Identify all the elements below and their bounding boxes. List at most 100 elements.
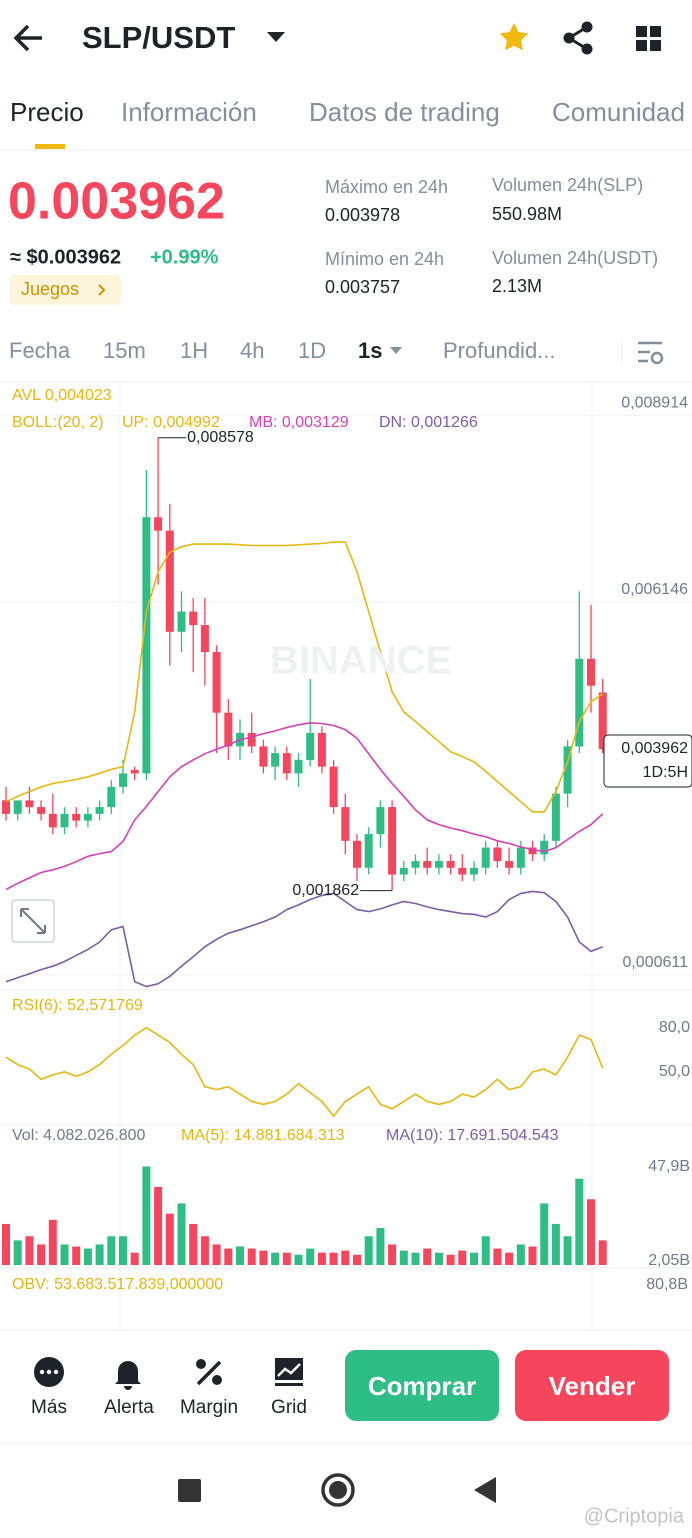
tag-arrow [98, 284, 106, 296]
volume-bar [411, 1252, 420, 1265]
volume-bar [446, 1254, 455, 1265]
candle-body [329, 766, 338, 808]
favorite[interactable] [499, 23, 529, 51]
chart-settings[interactable] [638, 341, 664, 365]
expand-icon [20, 908, 46, 934]
stat-label: Volumen 24h(USDT) [492, 248, 658, 268]
candle-body [177, 611, 186, 632]
nav-back[interactable] [474, 1477, 496, 1503]
candle-body [107, 786, 116, 808]
rsi-label: RSI(6): 52,571769 [12, 997, 143, 1014]
grid-icon[interactable] [275, 1358, 303, 1386]
volume-bar [551, 1223, 560, 1265]
tag-bg[interactable] [9, 275, 121, 305]
buy-label[interactable]: Comprar [368, 1371, 476, 1401]
tag[interactable]: Juegos [21, 279, 79, 299]
tab[interactable]: Comunidad [552, 97, 685, 127]
high-label: 0,008578 [187, 429, 254, 446]
volume-bar [48, 1219, 57, 1265]
candle-body [551, 793, 560, 841]
candle-body [306, 732, 315, 760]
tab[interactable]: Datos de trading [309, 97, 500, 127]
volume-bar [481, 1236, 490, 1265]
candle-body [458, 867, 467, 875]
volume-bar [423, 1248, 432, 1265]
volume-bar [505, 1252, 514, 1265]
toolbar-label[interactable]: Grid [271, 1397, 307, 1418]
pair-caret[interactable] [267, 32, 285, 42]
candle-body [341, 807, 350, 841]
margin-icon[interactable] [196, 1359, 222, 1386]
stat-label: Volumen 24h(SLP) [492, 175, 643, 195]
countdown: 1D:5H [643, 764, 688, 781]
toolbar-label[interactable]: Margin [180, 1397, 238, 1418]
volume-bar [493, 1248, 502, 1265]
volume-bar [540, 1203, 549, 1265]
volume-bar [598, 1240, 607, 1265]
nav-home[interactable] [321, 1473, 355, 1507]
volume-bar [60, 1244, 69, 1265]
volume-bar [470, 1252, 478, 1265]
volume-bar [458, 1250, 467, 1265]
sell-label[interactable]: Vender [549, 1371, 636, 1401]
candle-body [399, 867, 408, 875]
share[interactable] [563, 21, 593, 55]
candle-body [317, 732, 326, 767]
interval[interactable]: 15m [103, 338, 146, 363]
candle-body [528, 847, 537, 855]
watermark: @Criptopia [584, 1505, 685, 1527]
layout-menu[interactable] [636, 26, 661, 51]
stat-value: 550.98M [492, 204, 562, 224]
interval[interactable]: 1D [298, 338, 326, 363]
back-button[interactable] [13, 24, 42, 52]
toolbar-label[interactable]: Alerta [104, 1397, 154, 1418]
volume-bar [341, 1250, 350, 1265]
toolbar-label[interactable]: Más [31, 1397, 67, 1418]
candle-body [259, 746, 268, 767]
candle-body [434, 861, 443, 868]
interval[interactable]: 4h [240, 338, 264, 363]
avl-label: AVL 0,004023 [12, 387, 112, 404]
interval[interactable]: Fecha [9, 338, 71, 363]
volume-bar [364, 1236, 373, 1265]
interval[interactable]: Profundid... [443, 338, 556, 363]
tab[interactable]: Precio [10, 97, 84, 127]
interval[interactable]: 1s [358, 338, 382, 363]
watermark-logo: BINANCE [270, 639, 452, 683]
nav-recent[interactable] [178, 1479, 201, 1502]
candle-body [154, 517, 163, 531]
stat-value: 2.13M [492, 276, 542, 296]
candle-body [48, 813, 57, 828]
candle-body [60, 813, 69, 828]
volume-tick-label: 2,05B [648, 1252, 690, 1269]
volume-bar [224, 1248, 233, 1265]
candle-body [563, 746, 572, 794]
candle-body [505, 861, 514, 868]
candle-body [493, 847, 502, 862]
obv-label: OBV: 53.683.517.839,000000 [12, 1276, 223, 1293]
sell-button[interactable] [515, 1350, 669, 1421]
y-tick-label: 0,008914 [621, 394, 688, 411]
volume-bar [317, 1252, 326, 1265]
more-icon[interactable] [34, 1357, 64, 1387]
tab[interactable]: Información [121, 97, 257, 127]
candle-body [83, 813, 92, 821]
volume-bar [177, 1203, 186, 1265]
volume-bar [306, 1248, 315, 1265]
pair[interactable]: SLP/USDT [82, 20, 235, 55]
volume-bar [516, 1244, 525, 1265]
alert-icon[interactable] [115, 1361, 141, 1390]
stat-label: Mínimo en 24h [325, 249, 444, 269]
volume-bar [294, 1254, 303, 1265]
volume-bar [353, 1254, 361, 1265]
boll-label: BOLL:(20, 2) [12, 414, 104, 431]
interval[interactable]: 1H [180, 338, 208, 363]
interval-caret [390, 347, 402, 354]
candle-body [411, 861, 420, 868]
volume-bar [37, 1244, 46, 1265]
buy-button[interactable] [345, 1350, 499, 1421]
last-price-label: 0,003962 [621, 740, 688, 757]
volume-bar [142, 1166, 151, 1265]
volume-bar [376, 1228, 385, 1265]
